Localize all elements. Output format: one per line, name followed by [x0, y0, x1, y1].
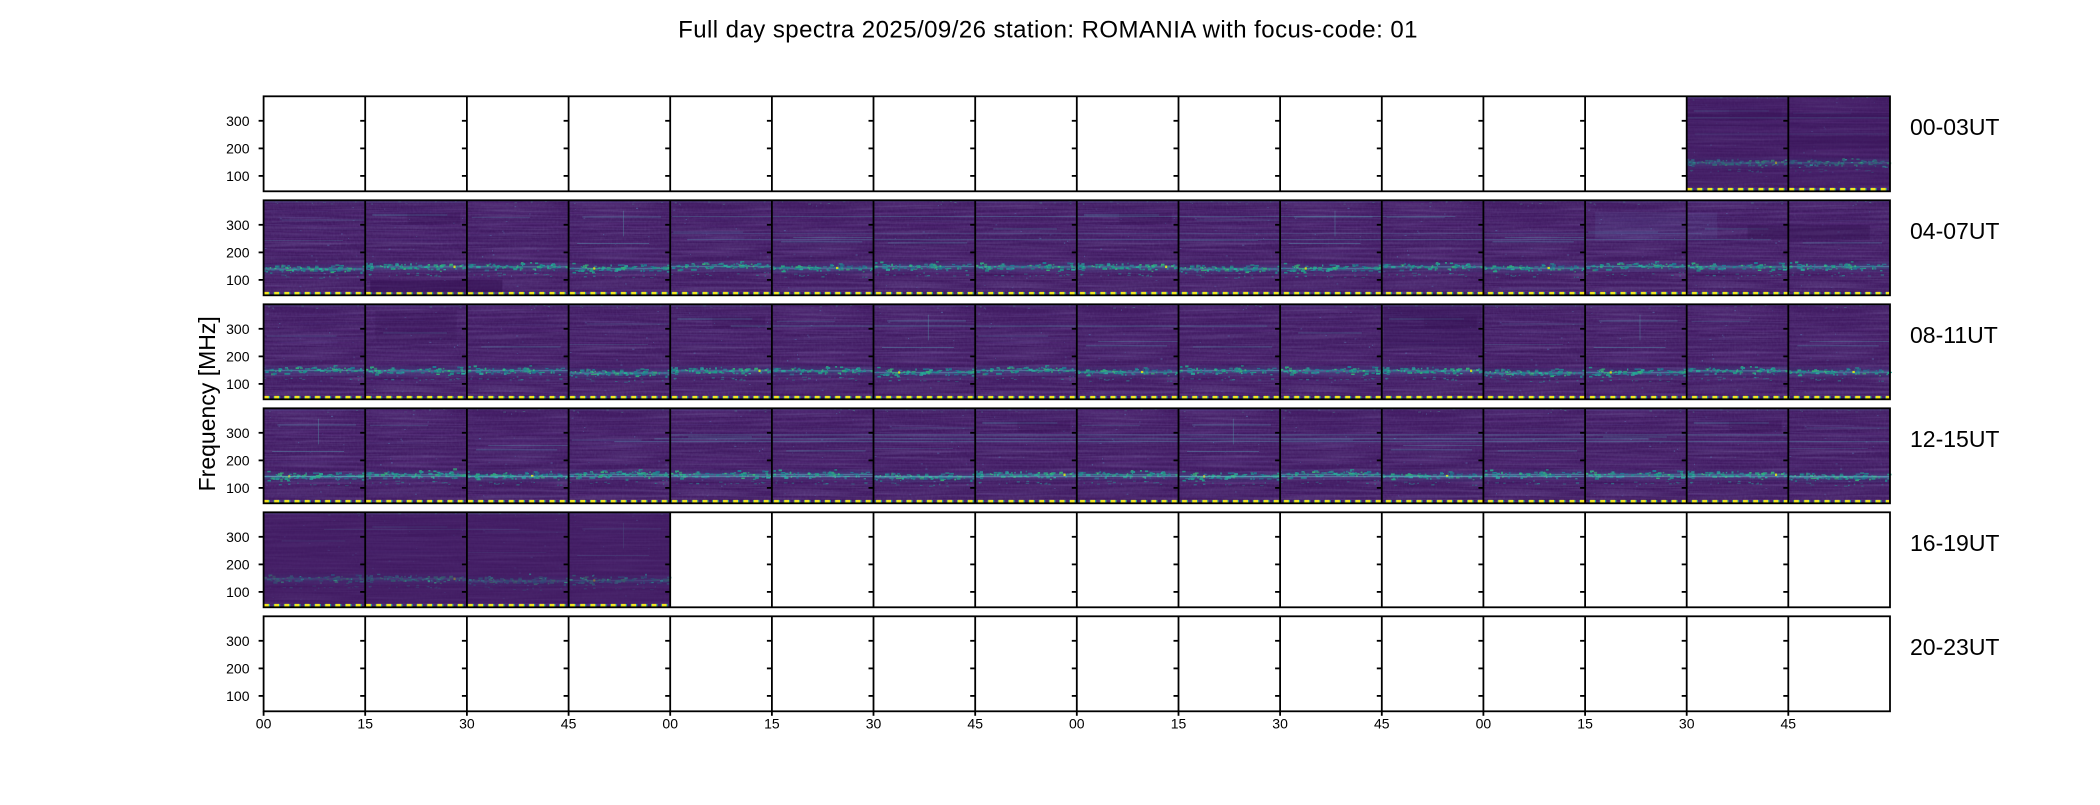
svg-text:45: 45 — [1781, 716, 1797, 732]
svg-text:100: 100 — [226, 272, 250, 288]
svg-text:08-11UT: 08-11UT — [1910, 322, 1998, 348]
svg-text:45: 45 — [561, 716, 577, 732]
svg-text:45: 45 — [1374, 716, 1390, 732]
svg-text:100: 100 — [226, 168, 250, 184]
svg-text:12-15UT: 12-15UT — [1910, 426, 1999, 452]
svg-text:30: 30 — [459, 716, 475, 732]
svg-text:300: 300 — [226, 321, 250, 337]
svg-text:200: 200 — [226, 244, 250, 260]
svg-text:00: 00 — [1069, 716, 1085, 732]
svg-text:15: 15 — [357, 716, 373, 732]
svg-text:45: 45 — [967, 716, 983, 732]
svg-text:15: 15 — [1171, 716, 1187, 732]
svg-text:30: 30 — [1679, 716, 1695, 732]
svg-text:200: 200 — [226, 348, 250, 364]
svg-text:15: 15 — [764, 716, 780, 732]
svg-text:200: 200 — [226, 140, 250, 156]
svg-text:30: 30 — [866, 716, 882, 732]
svg-text:200: 200 — [226, 556, 250, 572]
svg-text:Full day spectra 2025/09/26 st: Full day spectra 2025/09/26 station: ROM… — [678, 17, 1418, 44]
svg-text:16-19UT: 16-19UT — [1910, 530, 1999, 556]
svg-text:100: 100 — [226, 688, 250, 704]
svg-text:15: 15 — [1577, 716, 1593, 732]
svg-text:Frequency [MHz]: Frequency [MHz] — [194, 316, 220, 491]
svg-text:300: 300 — [226, 633, 250, 649]
svg-text:30: 30 — [1272, 716, 1288, 732]
svg-text:200: 200 — [226, 452, 250, 468]
svg-text:00: 00 — [1476, 716, 1492, 732]
svg-text:100: 100 — [226, 584, 250, 600]
svg-text:300: 300 — [226, 113, 250, 129]
svg-text:300: 300 — [226, 425, 250, 441]
svg-text:00: 00 — [256, 716, 272, 732]
svg-text:04-07UT: 04-07UT — [1910, 218, 1999, 244]
svg-text:300: 300 — [226, 529, 250, 545]
svg-text:300: 300 — [226, 217, 250, 233]
svg-text:100: 100 — [226, 376, 250, 392]
svg-text:00-03UT: 00-03UT — [1910, 114, 1999, 140]
svg-text:20-23UT: 20-23UT — [1910, 634, 1999, 660]
svg-text:200: 200 — [226, 660, 250, 676]
svg-text:100: 100 — [226, 480, 250, 496]
svg-text:00: 00 — [662, 716, 678, 732]
